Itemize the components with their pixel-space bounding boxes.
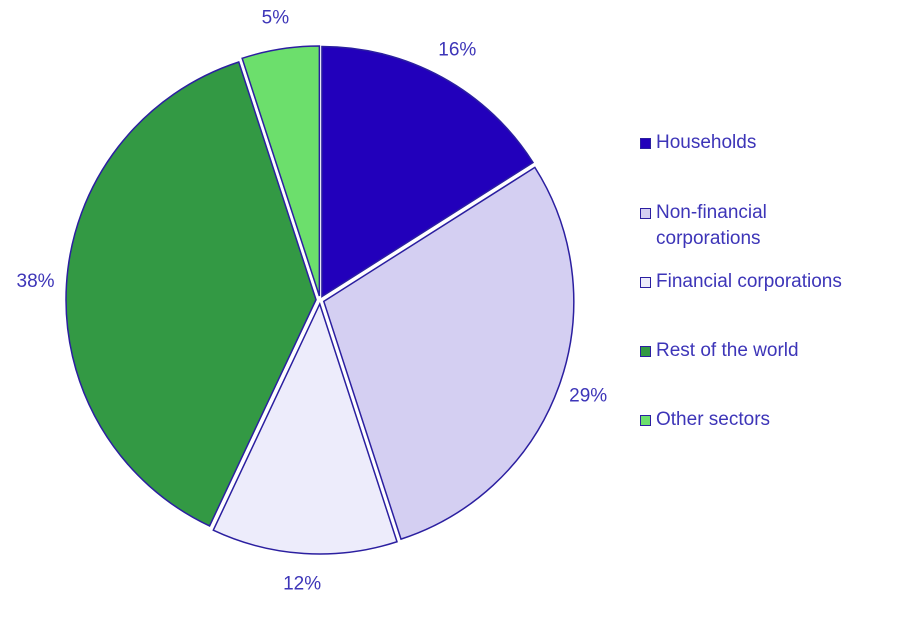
pie-slices: [65, 45, 575, 555]
legend-swatch-households: [640, 138, 651, 149]
data-label-non-financial-corporations: 29%: [569, 386, 607, 407]
data-label-rest-of-the-world: 38%: [17, 271, 55, 292]
legend-item-other-sectors: Other sectors: [640, 409, 770, 433]
legend-label-non-financial-corporations: Non-financial corporations: [656, 202, 767, 249]
data-label-financial-corporations: 12%: [283, 573, 321, 594]
pie-slice-non-financial-corporations: [322, 166, 575, 541]
legend-item-households: Households: [640, 132, 756, 156]
legend-swatch-other-sectors: [640, 415, 651, 426]
legend-label-financial-corporations: Financial corporations: [656, 271, 842, 292]
pie-slice-households: [321, 45, 535, 298]
pie-data-labels: 16% 29% 12% 38% 5%: [17, 8, 608, 595]
legend-label-other-sectors: Other sectors: [656, 409, 771, 430]
data-label-households: 16%: [438, 39, 476, 60]
legend-swatch-financial-corporations: [640, 277, 651, 288]
pie-slice-rest-of-the-world: [65, 61, 317, 527]
legend-swatch-rest-of-the-world: [640, 346, 651, 357]
legend-item-rest-of-the-world: Rest of the world: [640, 340, 799, 364]
data-label-other-sectors: 5%: [262, 8, 290, 29]
pie-slice-other-sectors: [241, 45, 321, 297]
legend-item-non-financial-corporations: Non-financial corporations: [640, 202, 767, 252]
legend-label-rest-of-the-world: Rest of the world: [656, 340, 799, 361]
legend-label-households: Households: [656, 132, 757, 153]
legend-item-financial-corporations: Financial corporations: [640, 271, 842, 295]
pie-slice-financial-corporations: [212, 301, 398, 555]
legend-swatch-non-financial-corporations: [640, 208, 651, 219]
